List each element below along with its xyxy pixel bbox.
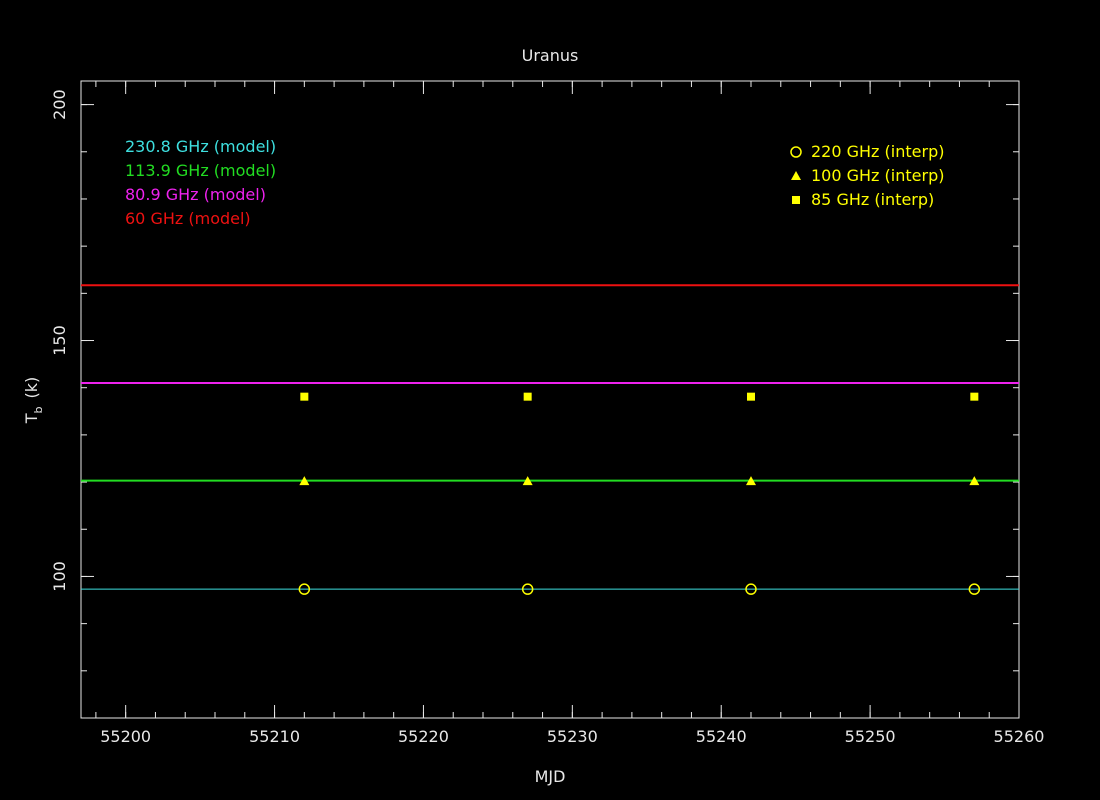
legend-entry-model: 113.9 GHz (model) [125,161,276,180]
data-point-triangle [299,476,310,486]
x-tick-label: 55210 [249,727,300,746]
x-tick-label: 55250 [845,727,896,746]
model-lines [81,284,1019,590]
data-point-circle [968,583,981,595]
y-tick-label: 150 [50,325,69,356]
interp-legend: 220 GHz (interp) 100 GHz (interp) 85 GHz (… [790,142,944,209]
axes: 55200 55210 55220 55230 55240 55250 55260 100 15… [50,81,1044,746]
legend-marker-circle [790,146,802,158]
x-tick-label: 55260 [994,727,1045,746]
x-tick-label: 55220 [398,727,449,746]
y-axis-label-subscript: b [32,406,45,413]
legend-entry-interp: 220 GHz (interp) [811,142,944,161]
y-tick-label: 200 [50,89,69,120]
legend-entry-interp: 85 GHz (interp) [811,190,934,209]
data-point-square [300,392,309,401]
chart-title: Uranus [522,46,579,65]
data-point-square [523,392,532,401]
legend-entry-model: 80.9 GHz (model) [125,185,266,204]
plot-frame [80,80,1020,719]
x-tick-label: 55240 [696,727,747,746]
data-point-triangle [746,476,756,486]
data-point-circle [521,583,534,595]
x-tick-label: 55230 [547,727,598,746]
data-point-circle [745,583,757,595]
svg-text:Tb(k): Tb (k) [22,377,45,425]
y-tick-label: 100 [50,561,69,592]
data-point-square [970,392,979,401]
data-point-triangle [969,476,980,486]
legend-entry-model: 230.8 GHz (model) [125,137,276,156]
interp-points [298,392,981,595]
y-axis-label-main: T [22,413,41,424]
x-tick-label: 55200 [100,727,151,746]
model-legend: 230.8 GHz (model) 113.9 GHz (model) 80.9 G… [125,137,276,228]
x-axis-label: MJD [535,767,566,786]
data-point-square [747,392,755,401]
y-axis-label-unit: (k) [22,377,41,399]
y-axis-label: Tb (k) [22,377,45,425]
legend-marker-square [792,196,800,204]
legend-entry-model: 60 GHz (model) [125,209,251,228]
data-point-triangle [522,476,533,486]
data-point-circle [298,583,311,595]
legend-marker-triangle [791,171,801,180]
legend-entry-interp: 100 GHz (interp) [811,166,944,185]
